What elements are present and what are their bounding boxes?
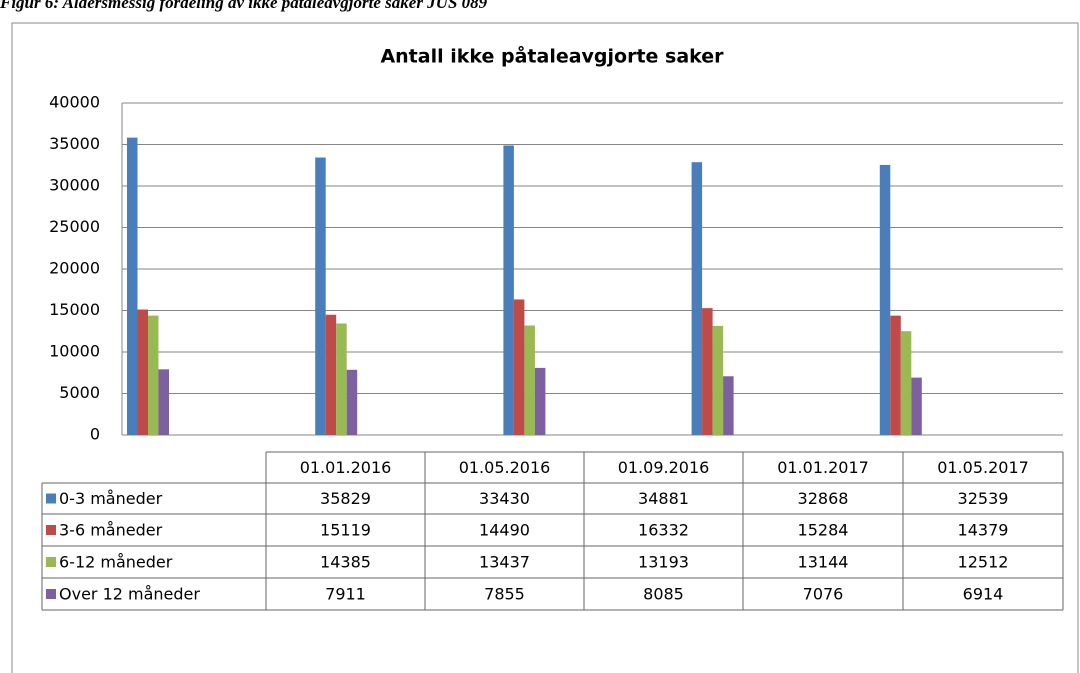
table-value: 33430 [479, 489, 530, 508]
table-value: 32868 [798, 489, 849, 508]
table-value: 32539 [958, 489, 1009, 508]
table-value: 14379 [958, 521, 1009, 540]
legend-label: 3-6 måneder [59, 521, 163, 540]
x-tick-label: 01.01.2017 [777, 458, 869, 477]
table-value: 7911 [325, 585, 366, 604]
bar [513, 299, 525, 435]
caption: Figur 6: Aldersmessig fordeling av ikke … [0, 0, 488, 12]
y-tick-label: 40000 [49, 93, 100, 112]
bar [127, 137, 138, 435]
bar [346, 369, 358, 435]
table-value: 7855 [484, 585, 525, 604]
chart-title: Antall ikke påtaleavgjorte saker [380, 44, 724, 68]
y-tick-label: 25000 [49, 217, 100, 236]
table-value: 6914 [963, 585, 1004, 604]
table-value: 14490 [479, 521, 530, 540]
bar [702, 308, 713, 435]
y-tick-label: 20000 [49, 259, 100, 278]
legend-swatch [46, 557, 56, 567]
y-tick-label: 30000 [49, 176, 100, 195]
bar [524, 325, 535, 435]
x-tick-label: 01.05.2016 [459, 458, 551, 477]
y-tick-label: 10000 [49, 342, 100, 361]
bar [325, 314, 337, 435]
bar [534, 367, 546, 435]
table-value: 13437 [479, 553, 530, 572]
table-value: 12512 [958, 553, 1009, 572]
legend-swatch [46, 493, 56, 504]
bar [879, 164, 891, 435]
table-value: 7076 [803, 585, 844, 604]
legend-label: 6-12 måneder [59, 553, 173, 572]
legend-swatch [46, 589, 56, 599]
legend-swatch [46, 525, 56, 535]
table-value: 8085 [643, 585, 684, 604]
x-tick-label: 01.01.2016 [300, 458, 392, 477]
legend-label: 0-3 måneder [59, 489, 163, 508]
bar [911, 377, 922, 435]
bar [503, 145, 514, 435]
table-value: 14385 [320, 553, 371, 572]
bar [148, 315, 159, 435]
bar [315, 157, 326, 435]
bar [900, 331, 912, 435]
chart-frame [11, 22, 1079, 673]
table-value: 13144 [798, 553, 849, 572]
bar [723, 376, 734, 435]
x-tick-label: 01.05.2017 [937, 458, 1029, 477]
bar [137, 309, 148, 435]
table-value: 34881 [638, 489, 689, 508]
legend-label: Over 12 måneder [59, 585, 200, 604]
table-value: 13193 [638, 553, 689, 572]
bar [158, 369, 169, 435]
bar [712, 325, 724, 435]
y-tick-label: 15000 [49, 300, 100, 319]
bar [336, 323, 347, 435]
table-value: 15119 [320, 521, 371, 540]
bar [890, 315, 901, 435]
y-tick-label: 0 [90, 425, 100, 444]
bar [691, 162, 703, 435]
y-tick-label: 5000 [59, 383, 100, 402]
x-tick-label: 01.09.2016 [618, 458, 710, 477]
table-value: 15284 [798, 521, 849, 540]
table-value: 35829 [320, 489, 371, 508]
y-tick-label: 35000 [49, 134, 100, 153]
table-value: 16332 [638, 521, 689, 540]
